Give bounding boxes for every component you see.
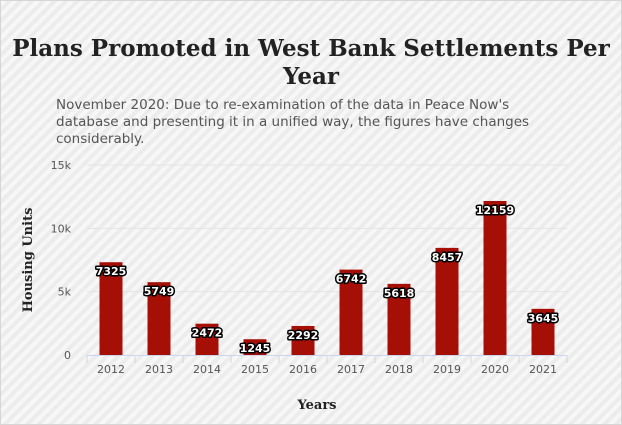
x-tick-label: 2016 xyxy=(289,363,317,376)
y-tick-label: 5k xyxy=(58,286,72,299)
x-tick-label: 2012 xyxy=(97,363,125,376)
bar[interactable] xyxy=(99,262,123,355)
bar[interactable] xyxy=(435,247,459,355)
y-tick-label: 0 xyxy=(64,349,71,362)
x-axis-title: Years xyxy=(296,398,336,413)
bar[interactable] xyxy=(483,200,507,355)
data-label: 2292 xyxy=(288,329,319,342)
bar[interactable] xyxy=(531,308,555,355)
data-label: 2472 xyxy=(192,327,223,340)
y-tick-label: 15k xyxy=(51,159,72,172)
bar[interactable] xyxy=(243,339,267,355)
bar[interactable] xyxy=(291,325,315,355)
x-tick-label: 2015 xyxy=(241,363,269,376)
data-label: 5749 xyxy=(144,285,175,298)
y-tick-label: 10k xyxy=(51,222,72,235)
x-tick-label: 2019 xyxy=(433,363,461,376)
bar[interactable] xyxy=(339,269,363,355)
bar[interactable] xyxy=(147,282,171,355)
chart-title: Plans Promoted in West Bank Settlements … xyxy=(12,35,610,90)
data-label: 7325 xyxy=(96,265,127,278)
x-tick-label: 2014 xyxy=(193,363,221,376)
data-labels: 7325 5749 2472 1245 2292 6742 5618 8457 12159 364… xyxy=(94,202,560,356)
bars xyxy=(99,200,555,355)
x-axis: 2012 2013 2014 2015 2016 2017 2018 2019 2020 2021 xyxy=(86,355,568,376)
y-axis-ticks: 0 5k 10k 15k xyxy=(51,159,72,362)
x-tick-label: 2017 xyxy=(337,363,365,376)
data-label: 12159 xyxy=(476,204,514,217)
bar[interactable] xyxy=(195,323,219,355)
y-axis-title: Housing Units xyxy=(21,208,36,313)
x-tick-label: 2021 xyxy=(529,363,557,376)
data-label: 8457 xyxy=(432,251,463,264)
bar[interactable] xyxy=(387,283,411,355)
data-label: 3645 xyxy=(528,312,559,325)
x-tick-label: 2020 xyxy=(481,363,509,376)
data-label: 5618 xyxy=(384,287,415,300)
chart-subtitle: November 2020: Due to re-examination of … xyxy=(56,97,530,147)
data-label: 1245 xyxy=(240,342,271,355)
x-tick-label: 2018 xyxy=(385,363,413,376)
data-label: 6742 xyxy=(336,273,367,286)
x-tick-label: 2013 xyxy=(145,363,173,376)
